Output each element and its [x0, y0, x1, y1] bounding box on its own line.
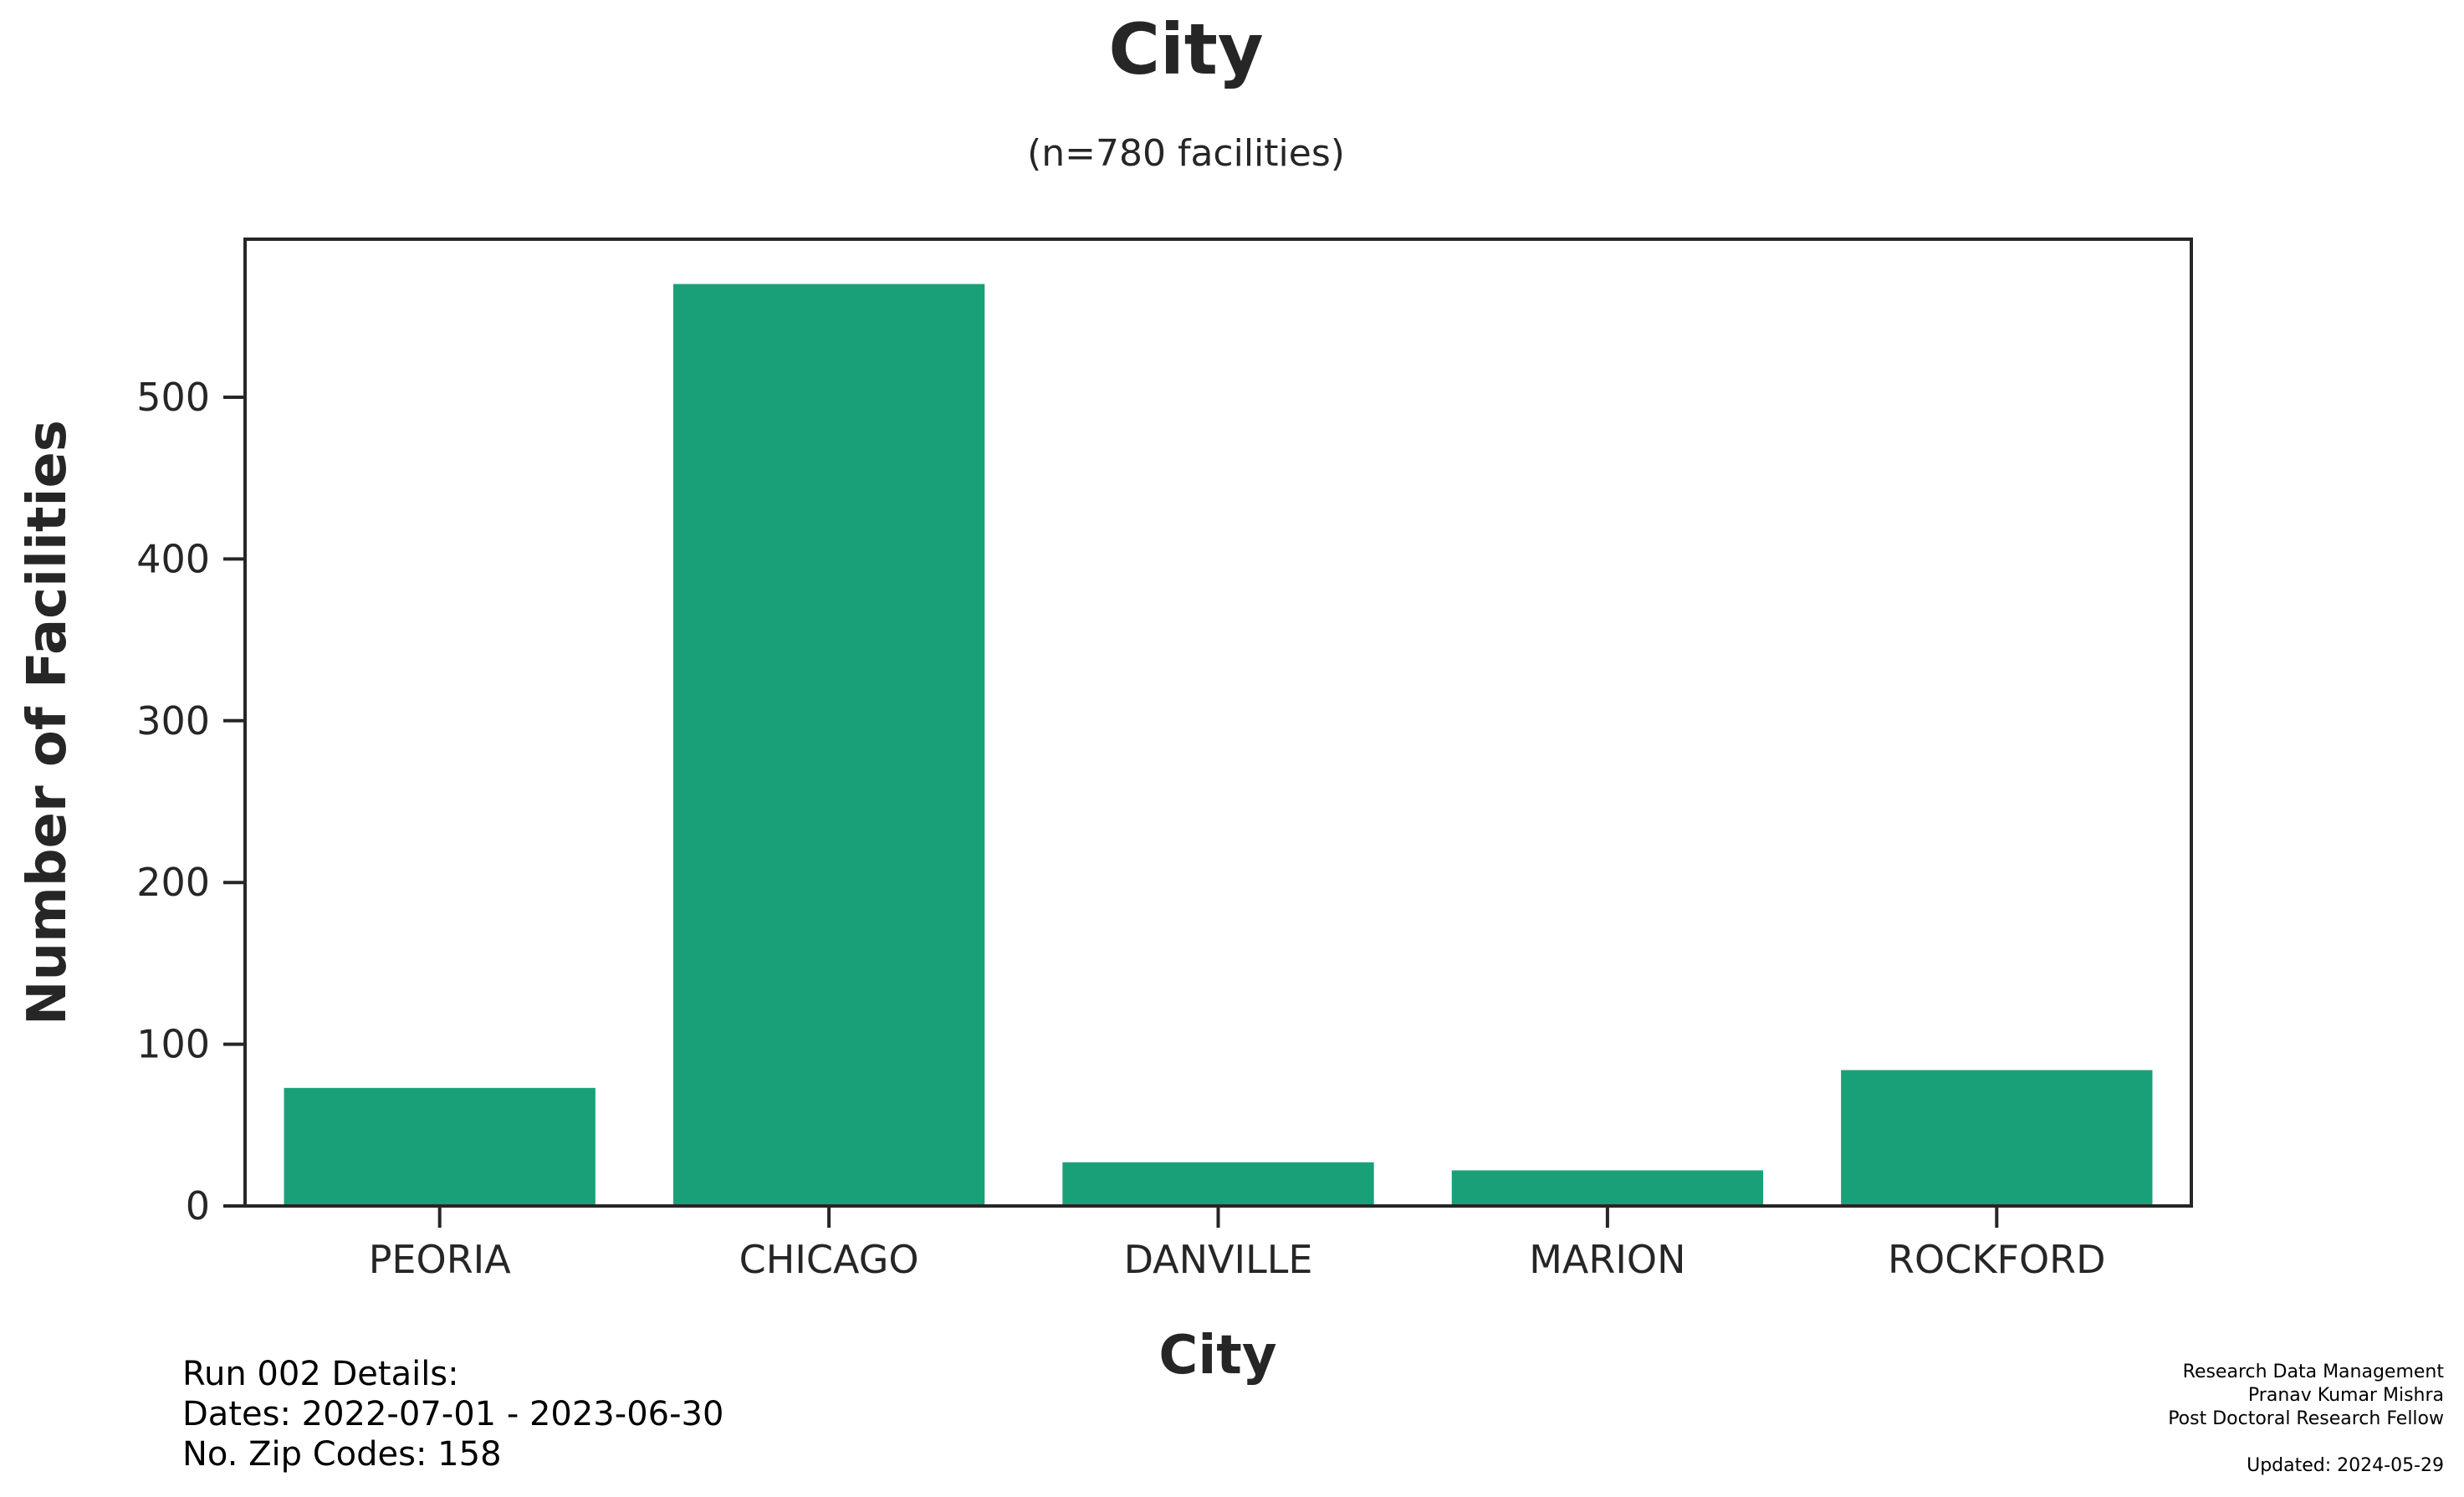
- y-axis-label: Number of Facilities: [17, 420, 79, 1025]
- y-tick-label-0: 0: [186, 1183, 210, 1229]
- x-tick-label-danville: DANVILLE: [1124, 1237, 1313, 1282]
- bars-group: [284, 284, 2153, 1206]
- x-tick-label-marion: MARION: [1529, 1237, 1685, 1282]
- y-tick-label-400: 400: [136, 536, 210, 581]
- x-axis-label: City: [1158, 1325, 1276, 1387]
- run-details-title: Run 002 Details:: [182, 1355, 459, 1393]
- x-tick-label-chicago: CHICAGO: [739, 1237, 919, 1282]
- x-tick-label-rockford: ROCKFORD: [1888, 1237, 2106, 1282]
- bar-peoria: [284, 1087, 596, 1206]
- plot-frame: [243, 238, 2193, 1208]
- run-details: Run 002 Details: Dates: 2022-07-01 - 202…: [182, 1354, 723, 1474]
- credits-author: Pranav Kumar Mishra: [2247, 1385, 2444, 1406]
- x-tick-label-peoria: PEORIA: [369, 1237, 512, 1282]
- bar-chicago: [672, 284, 985, 1206]
- y-tick-label-200: 200: [136, 860, 210, 905]
- run-details-zip-codes: No. Zip Codes: 158: [182, 1435, 502, 1474]
- credits: Research Data Management Pranav Kumar Mi…: [2168, 1361, 2444, 1478]
- bar-marion: [1451, 1170, 1764, 1206]
- run-details-dates: Dates: 2022-07-01 - 2023-06-30: [182, 1395, 724, 1433]
- bar-rockford: [1841, 1070, 2153, 1206]
- y-ticks-group: 0 100 200 300 400 500: [136, 375, 245, 1229]
- bar-danville: [1062, 1162, 1374, 1206]
- chart-title: City: [1108, 8, 1263, 90]
- chart-subtitle: (n=780 facilities): [1027, 132, 1345, 175]
- x-ticks-group: PEORIA CHICAGO DANVILLE MARION ROCKFORD: [369, 1206, 2106, 1282]
- y-tick-label-100: 100: [136, 1022, 210, 1067]
- y-tick-label-500: 500: [136, 375, 210, 420]
- credits-organization: Research Data Management: [2182, 1362, 2444, 1382]
- y-tick-label-300: 300: [136, 698, 210, 743]
- credits-role: Post Doctoral Research Fellow: [2168, 1408, 2444, 1429]
- credits-updated: Updated: 2024-05-29: [2247, 1455, 2444, 1476]
